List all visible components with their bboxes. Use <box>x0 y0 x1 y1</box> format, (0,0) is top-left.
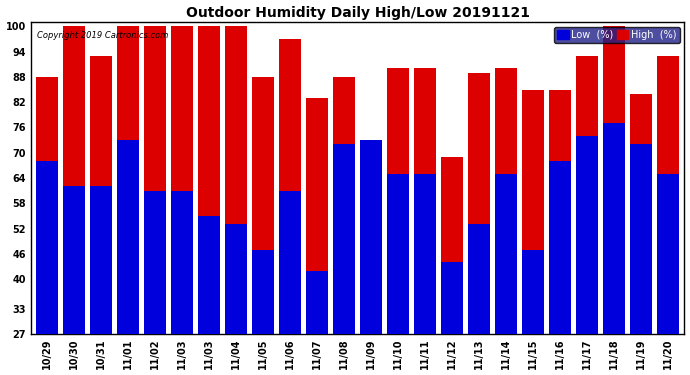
Bar <box>63 26 85 334</box>
Bar <box>631 94 652 334</box>
Bar <box>469 224 490 334</box>
Bar <box>414 69 436 334</box>
Bar <box>333 144 355 334</box>
Bar <box>576 136 598 334</box>
Bar <box>171 190 193 334</box>
Bar <box>252 77 274 334</box>
Text: Copyright 2019 Cartronics.com: Copyright 2019 Cartronics.com <box>37 32 168 40</box>
Bar <box>387 174 409 334</box>
Bar <box>549 90 571 334</box>
Bar <box>198 26 220 334</box>
Bar <box>469 73 490 334</box>
Bar <box>306 271 328 334</box>
Bar <box>90 186 112 334</box>
Bar <box>279 190 301 334</box>
Bar <box>171 26 193 334</box>
Bar <box>387 69 409 334</box>
Bar <box>36 161 58 334</box>
Bar <box>603 26 625 334</box>
Bar <box>279 39 301 334</box>
Bar <box>522 250 544 334</box>
Bar <box>495 174 517 334</box>
Bar <box>144 26 166 334</box>
Bar <box>225 26 247 334</box>
Bar <box>442 157 463 334</box>
Bar <box>522 90 544 334</box>
Bar <box>63 186 85 334</box>
Bar <box>360 140 382 334</box>
Bar <box>576 56 598 334</box>
Bar <box>306 98 328 334</box>
Bar <box>631 144 652 334</box>
Bar <box>144 190 166 334</box>
Bar <box>333 77 355 334</box>
Bar <box>549 161 571 334</box>
Bar <box>36 77 58 334</box>
Bar <box>90 56 112 334</box>
Bar <box>198 216 220 334</box>
Bar <box>252 250 274 334</box>
Bar <box>414 174 436 334</box>
Bar <box>658 56 679 334</box>
Legend: Low  (%), High  (%): Low (%), High (%) <box>554 27 680 43</box>
Bar <box>442 262 463 334</box>
Bar <box>658 174 679 334</box>
Bar <box>117 140 139 334</box>
Bar <box>603 123 625 334</box>
Bar <box>225 224 247 334</box>
Bar <box>495 69 517 334</box>
Bar <box>360 140 382 334</box>
Title: Outdoor Humidity Daily High/Low 20191121: Outdoor Humidity Daily High/Low 20191121 <box>186 6 529 20</box>
Bar <box>117 26 139 334</box>
